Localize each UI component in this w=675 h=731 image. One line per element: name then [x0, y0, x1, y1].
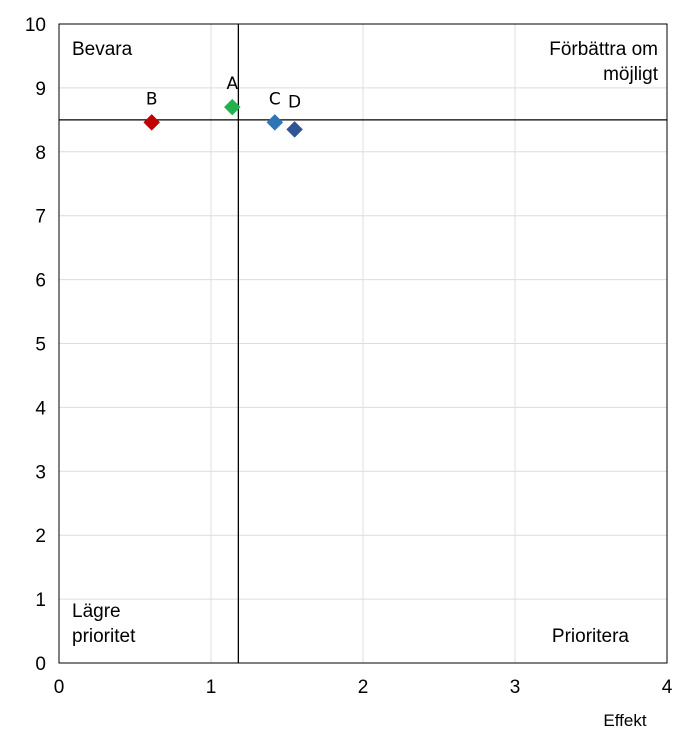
point-a: [223, 98, 241, 116]
y-tick-label: 10: [25, 15, 46, 36]
y-tick-label: 1: [35, 590, 46, 611]
x-tick-label: 3: [510, 677, 521, 698]
y-tick-label: 6: [35, 271, 46, 292]
point-label-d: D: [288, 92, 301, 112]
point-label-c: C: [269, 89, 281, 109]
data-points: A B C D: [143, 74, 303, 138]
x-axis-label: Effekt: [603, 711, 646, 730]
y-tick-label: 0: [35, 654, 46, 675]
x-tick-label: 1: [206, 677, 217, 698]
y-tick-label: 3: [35, 462, 46, 483]
point-c: [266, 114, 284, 131]
x-axis-tick-labels: 0 1 2 3 4: [54, 677, 673, 698]
y-tick-label: 9: [35, 79, 46, 100]
quadrant-label-top-right: Förbättra om: [549, 39, 658, 60]
plot-area-frame: [58, 23, 668, 664]
y-tick-label: 4: [35, 398, 46, 419]
quadrant-label-bottom-right: Prioritera: [552, 626, 630, 647]
x-tick-label: 4: [662, 677, 673, 698]
quadrant-label-bottom-left: Lägre: [72, 601, 121, 622]
point-label-b: B: [146, 89, 158, 109]
quadrant-label-bottom-left: prioritet: [72, 626, 136, 647]
x-tick-label: 0: [54, 677, 65, 698]
y-tick-label: 5: [35, 335, 46, 356]
point-label-a: A: [226, 74, 238, 94]
quadrant-label-top-left: Bevara: [72, 39, 133, 60]
quadrant-labels: Bevara Förbättra om möjligt Lägre prioritet P…: [72, 39, 659, 647]
y-tick-label: 2: [35, 526, 46, 547]
reference-lines: [59, 24, 667, 663]
y-tick-label: 7: [35, 207, 46, 228]
x-tick-label: 2: [358, 677, 369, 698]
quadrant-label-top-right: möjligt: [603, 64, 659, 85]
point-d: [286, 121, 303, 138]
point-b: [143, 114, 161, 131]
y-tick-label: 8: [35, 143, 46, 164]
y-axis-tick-labels: 0 1 2 3 4 5 6 7 8 9 10: [25, 15, 47, 675]
